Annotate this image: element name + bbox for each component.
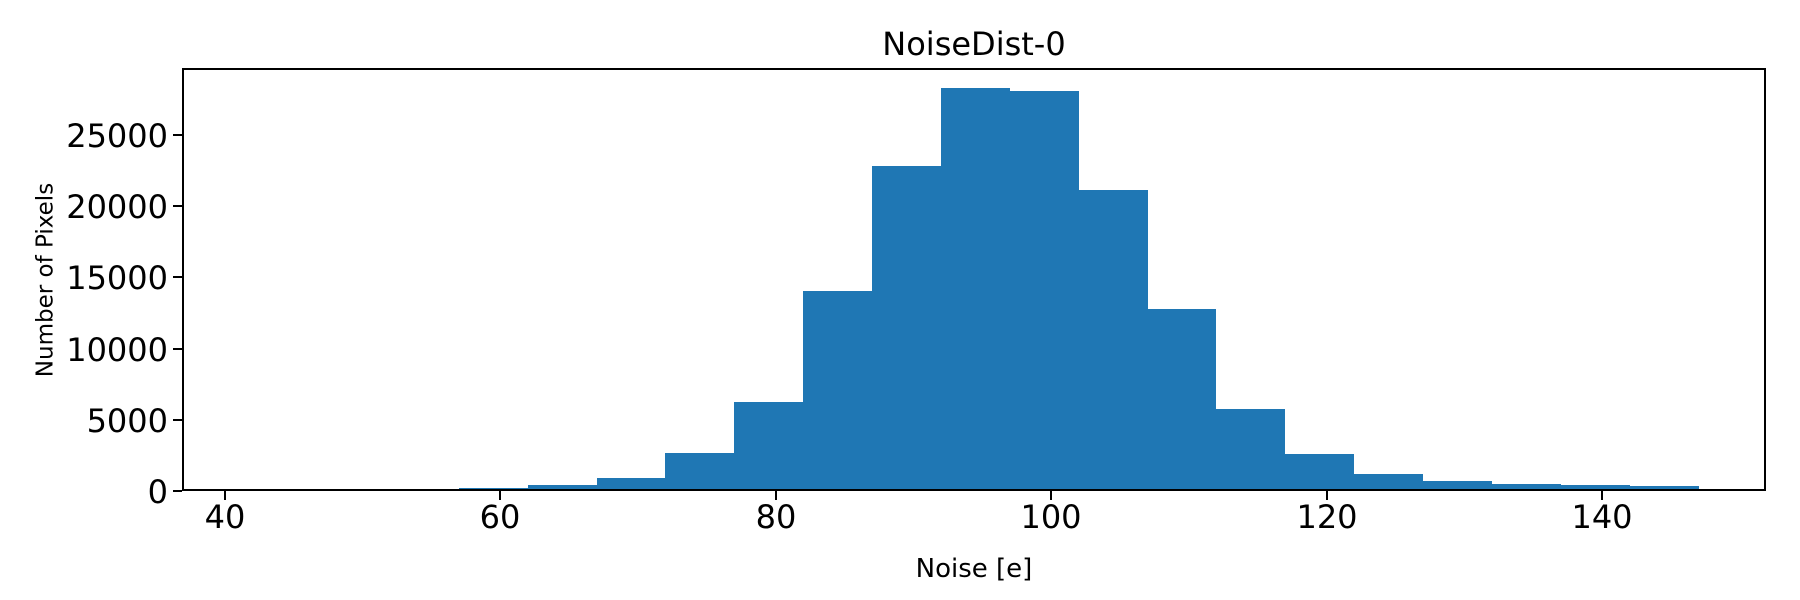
histogram-bar [597,478,665,489]
x-tick-mark [775,491,777,500]
histogram-bar [665,453,734,489]
x-tick-label: 80 [755,498,797,536]
histogram-bar [1148,309,1216,489]
histogram-bar [734,402,803,489]
histogram-bars [184,70,1764,489]
x-tick-label: 100 [1020,498,1082,536]
y-tick-mark [173,419,182,421]
plot-area [182,68,1766,491]
x-tick-mark [499,491,501,500]
y-tick-mark [173,205,182,207]
x-tick-mark [1601,491,1603,500]
histogram-bar [1285,454,1354,489]
histogram-bar [1354,474,1423,489]
chart-title: NoiseDist-0 [882,25,1066,63]
histogram-bar [1630,486,1699,489]
histogram-bar [1010,91,1079,489]
histogram-bar [459,488,528,489]
x-tick-mark [224,491,226,500]
x-axis-label: Noise [e] [915,554,1033,584]
y-tick-mark [173,348,182,350]
y-axis-label: Number of Pixels [32,182,59,378]
histogram-bar [1492,484,1561,489]
histogram-bar [1079,190,1148,489]
x-tick-mark [1326,491,1328,500]
y-tick-mark [173,134,182,136]
y-tick-mark [173,490,182,492]
histogram-bar [1561,485,1630,489]
histogram-bar [1423,481,1492,489]
y-tick-label: 10000 [66,331,168,369]
histogram-bar [803,291,872,489]
y-tick-label: 25000 [66,117,168,155]
y-tick-label: 15000 [66,259,168,297]
y-tick-label: 0 [147,473,168,511]
x-tick-label: 60 [479,498,521,536]
histogram-bar [528,485,597,489]
histogram-bar [941,88,1010,489]
y-tick-label: 5000 [86,402,168,440]
histogram-bar [1216,409,1285,489]
x-tick-mark [1050,491,1052,500]
histogram-bar [872,166,941,489]
x-tick-label: 40 [204,498,246,536]
y-tick-mark [173,276,182,278]
x-tick-label: 140 [1571,498,1633,536]
y-tick-label: 20000 [66,188,168,226]
x-tick-label: 120 [1296,498,1358,536]
